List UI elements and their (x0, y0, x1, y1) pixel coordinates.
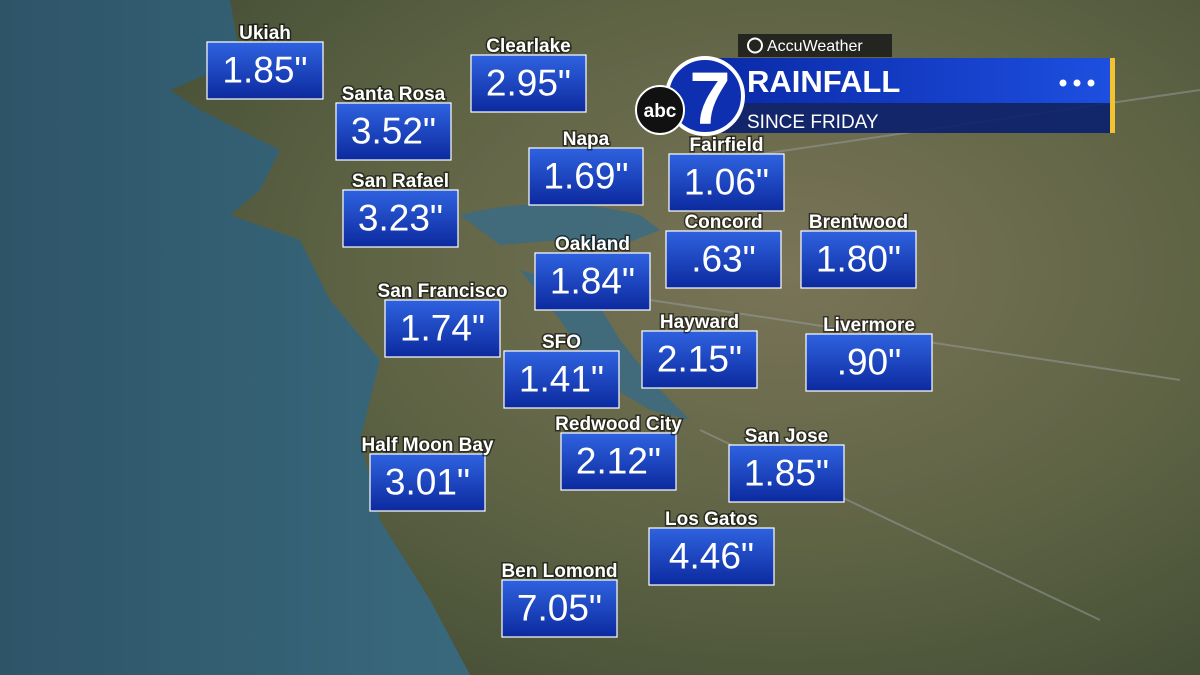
rain-amount: 1.06" (684, 161, 769, 202)
location: Redwood City 2.12" (554, 413, 684, 491)
location-name: San Francisco (378, 281, 508, 302)
location: Los Gatos 4.46" (648, 508, 775, 586)
location: Livermore .90" (805, 314, 933, 392)
amount-box (528, 147, 644, 206)
location: San Jose 1.85" (728, 425, 845, 503)
rain-amount: 2.95" (486, 62, 571, 103)
location: Half Moon Bay 3.01" (360, 434, 495, 512)
location: Ukiah 1.85" (206, 22, 324, 100)
location-name: Hayward (660, 312, 739, 333)
amount-box (501, 579, 618, 638)
location-name: Ben Lomond (501, 561, 617, 582)
rain-amount: 3.52" (351, 110, 436, 151)
rain-amount: 3.01" (385, 461, 470, 502)
rain-amount: 1.74" (400, 307, 485, 348)
amount-box (335, 102, 452, 161)
location: Clearlake 2.95" (470, 35, 587, 113)
provider-name: AccuWeather (767, 38, 863, 55)
bay (460, 203, 690, 420)
rain-amount: 1.69" (543, 155, 628, 196)
location: Hayward 2.15" (641, 311, 758, 389)
amount-box (728, 444, 845, 503)
rain-amount: 7.05" (517, 587, 602, 628)
rain-amount: 1.85" (744, 452, 829, 493)
location-name: San Rafael (352, 171, 449, 192)
location: Ben Lomond 7.05" (500, 560, 619, 638)
amount-box (560, 432, 677, 491)
amount-box (800, 230, 917, 289)
title: RAINFALL (747, 64, 900, 99)
rain-amount: 4.46" (669, 535, 754, 576)
amount-box (668, 153, 785, 212)
amount-box (805, 333, 933, 392)
location-name: Santa Rosa (342, 84, 446, 105)
amount-box (503, 350, 620, 409)
location-name: Clearlake (486, 36, 571, 57)
network-name: abc (644, 101, 677, 122)
location-name: Concord (684, 212, 762, 233)
location-name: Ukiah (239, 23, 291, 44)
channel-number: 7 (689, 57, 730, 140)
location-name: Los Gatos (665, 509, 758, 530)
amount-box (384, 299, 501, 358)
location: Fairfield 1.06" (668, 134, 785, 212)
location: Oakland 1.84" (534, 233, 651, 311)
network-logo (635, 85, 685, 135)
banner-edge (1110, 58, 1115, 133)
location-name: Half Moon Bay (362, 435, 494, 456)
location-name: SFO (542, 332, 581, 353)
location: Concord .63" (665, 211, 782, 289)
rain-amount: 1.85" (222, 49, 307, 90)
location: Brentwood 1.80" (800, 211, 917, 289)
subtitle-banner (716, 103, 1112, 133)
menu-dots (1059, 79, 1095, 87)
amount-box (369, 453, 486, 512)
location-name: San Jose (745, 426, 828, 447)
amount-box (641, 330, 758, 389)
title-banner (716, 58, 1112, 103)
rain-amount: .90" (837, 341, 902, 382)
location-name: Redwood City (555, 414, 682, 435)
amount-box (342, 189, 459, 248)
rain-amount: .63" (691, 238, 756, 279)
location-name: Napa (563, 129, 610, 150)
location: Santa Rosa 3.52" (335, 83, 452, 161)
rain-amount: 2.15" (657, 338, 742, 379)
rain-amount: 1.41" (519, 358, 604, 399)
location-name: Fairfield (690, 135, 764, 156)
location-name: Brentwood (809, 212, 908, 233)
provider-badge (738, 34, 892, 57)
amount-box (665, 230, 782, 289)
amount-box (206, 41, 324, 100)
subtitle: SINCE FRIDAY (747, 112, 879, 133)
location: San Francisco 1.74" (376, 280, 509, 358)
amount-box (470, 54, 587, 113)
location-name: Oakland (555, 234, 630, 255)
location: Napa 1.69" (528, 128, 644, 206)
location: San Rafael 3.23" (342, 170, 459, 248)
provider-icon (747, 37, 763, 54)
rain-amount: 1.84" (550, 260, 635, 301)
amount-box (534, 252, 651, 311)
rain-amount: 1.80" (816, 238, 901, 279)
location: SFO 1.41" (503, 331, 620, 409)
rain-amount: 2.12" (576, 440, 661, 481)
location-name: Livermore (823, 315, 915, 336)
rain-amount: 3.23" (358, 197, 443, 238)
amount-box (648, 527, 775, 586)
